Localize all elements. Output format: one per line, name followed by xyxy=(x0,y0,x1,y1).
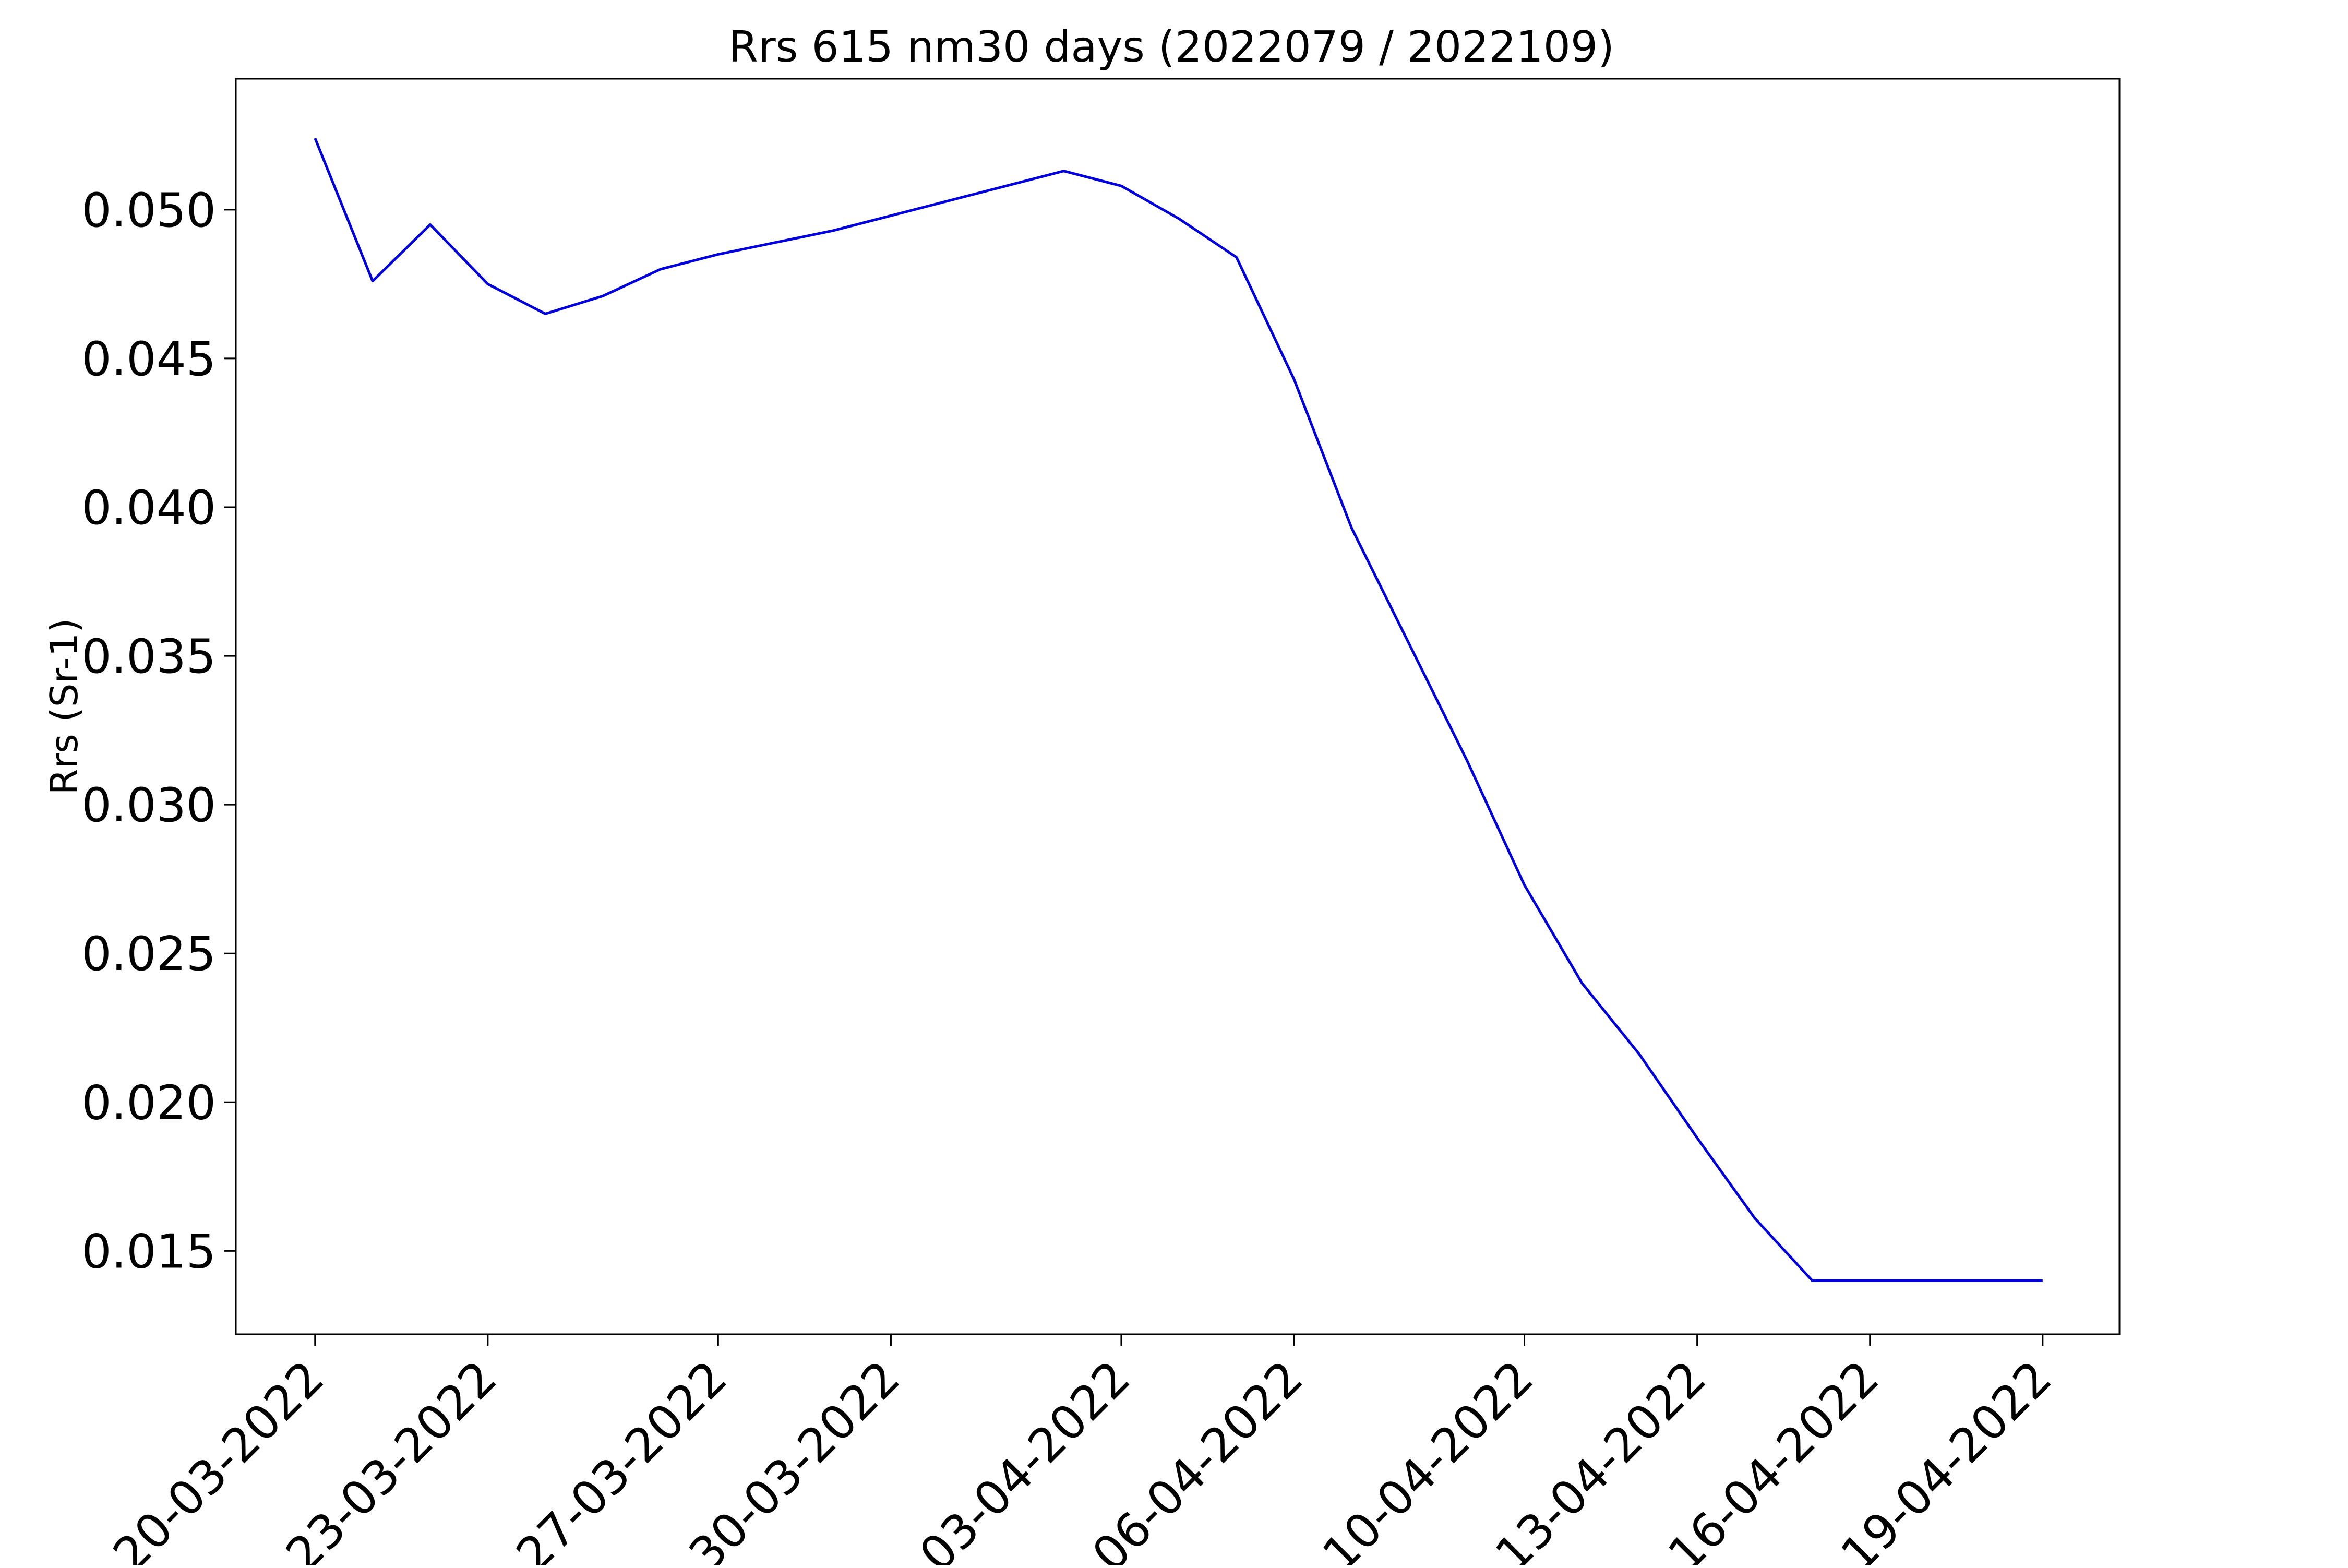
y-tick-label: 0.030 xyxy=(81,778,216,833)
y-tick-label: 0.050 xyxy=(81,183,216,238)
y-tick-label: 0.015 xyxy=(81,1224,216,1279)
y-tick-label: 0.035 xyxy=(81,629,216,684)
series-group xyxy=(314,138,2043,1282)
y-axis-label: Rrs (Sr-1) xyxy=(42,618,86,795)
y-tick-label: 0.025 xyxy=(81,927,216,982)
y-tick-label: 0.045 xyxy=(81,332,216,387)
series-line xyxy=(314,138,2043,1282)
y-tick-label: 0.040 xyxy=(81,481,216,535)
y-axis-ticks: 0.015 0.020 0.025 0.030 0.035 0.040 0.045 0.050 xyxy=(81,183,236,1279)
plot-area-frame xyxy=(235,78,2121,1335)
y-tick-label: 0.020 xyxy=(81,1075,216,1130)
chart-title: Rrs 615 nm30 days (2022079 / 2022109) xyxy=(728,22,1614,72)
